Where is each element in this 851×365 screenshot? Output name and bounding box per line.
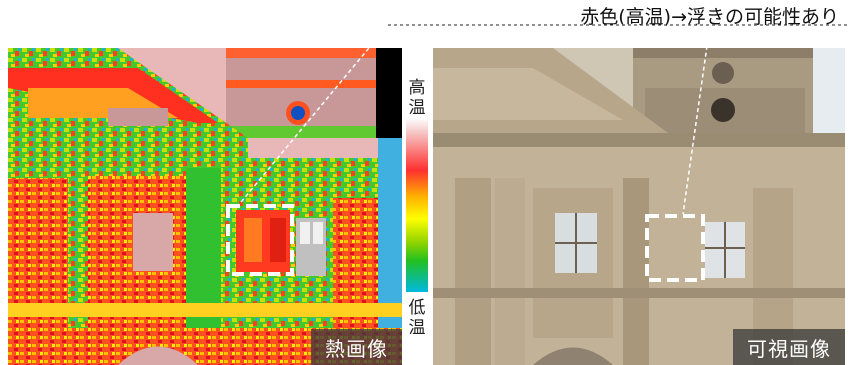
annotation-title: 赤色(高温)→浮きの可能性あり: [580, 6, 839, 28]
visible-image: [433, 48, 845, 365]
scale-low-label: 低温: [408, 298, 426, 338]
thermal-image-panel: 熱画像: [8, 48, 402, 365]
visible-image-panel: 可視画像: [433, 48, 845, 365]
temperature-scale-bar: [406, 118, 428, 292]
thermal-image: [8, 48, 402, 365]
visible-caption: 可視画像: [733, 329, 845, 365]
scale-high-label: 高温: [408, 78, 426, 118]
thermal-caption: 熱画像: [311, 329, 402, 365]
